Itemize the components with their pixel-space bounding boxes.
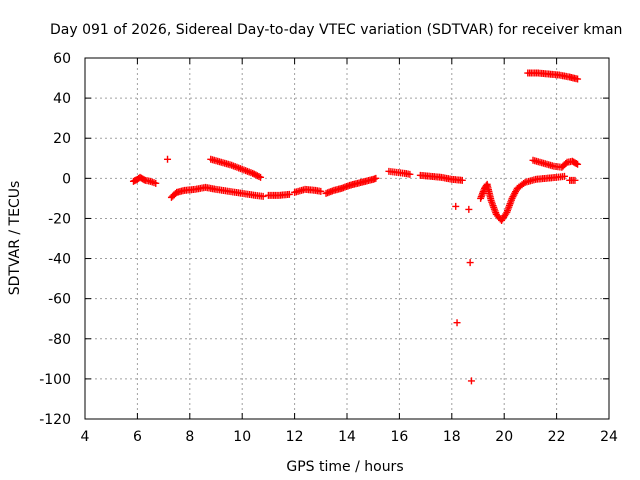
- grid: [85, 58, 609, 419]
- data-point-marker: [140, 176, 148, 184]
- data-point-marker: [406, 170, 414, 178]
- data-point-marker: [259, 192, 267, 200]
- x-tick-label: 16: [390, 429, 408, 445]
- data-point-marker: [467, 377, 475, 385]
- data-point-marker: [560, 172, 568, 180]
- y-tick-label: -120: [39, 412, 71, 428]
- axis-tick-labels: 4 6 8 10 12 14 16 18 20 22 24 -120 -100 -80 -60 -40 -20 0…: [39, 51, 618, 445]
- y-tick-label: 60: [53, 51, 71, 67]
- x-tick-label: 22: [548, 429, 566, 445]
- y-tick-label: -60: [48, 292, 71, 308]
- data-point-marker: [152, 179, 160, 187]
- x-tick-label: 6: [133, 429, 142, 445]
- x-tick-label: 20: [495, 429, 513, 445]
- x-tick-label: 24: [600, 429, 618, 445]
- data-point-marker: [572, 160, 580, 168]
- data-point-marker: [452, 202, 460, 210]
- y-axis-label: SDTVAR / TECUs: [7, 181, 23, 296]
- y-tick-label: 40: [53, 91, 71, 107]
- data-points: [129, 69, 582, 385]
- data-point-marker: [458, 176, 466, 184]
- data-point-marker: [252, 171, 260, 179]
- y-tick-label: -80: [48, 332, 71, 348]
- x-tick-label: 4: [81, 429, 90, 445]
- data-point-marker: [249, 169, 257, 177]
- y-tick-label: 0: [62, 171, 71, 187]
- data-point-marker: [574, 75, 582, 83]
- data-point-marker: [250, 170, 258, 178]
- axis-ticks: [84, 57, 610, 420]
- data-point-marker: [466, 259, 474, 267]
- data-point-marker: [574, 160, 582, 168]
- data-point-marker: [317, 187, 325, 195]
- data-point-marker: [465, 205, 473, 213]
- y-tick-label: 20: [53, 131, 71, 147]
- data-point-marker: [372, 174, 380, 182]
- data-point-marker: [571, 176, 579, 184]
- data-point-marker: [164, 155, 172, 163]
- x-tick-label: 14: [338, 429, 356, 445]
- y-tick-label: -20: [48, 211, 71, 227]
- data-point-marker: [257, 173, 265, 181]
- data-point-marker: [255, 173, 263, 181]
- x-axis-label: GPS time / hours: [286, 459, 403, 475]
- data-point-marker: [453, 319, 461, 327]
- chart-title: Day 091 of 2026, Sidereal Day-to-day VTE…: [50, 22, 622, 38]
- y-tick-label: -40: [48, 252, 71, 268]
- data-point-marker: [562, 160, 570, 168]
- x-tick-label: 18: [443, 429, 461, 445]
- x-tick-label: 8: [185, 429, 194, 445]
- x-tick-label: 12: [286, 429, 304, 445]
- y-tick-label: -100: [39, 372, 71, 388]
- data-point-marker: [253, 172, 261, 180]
- data-point-marker: [285, 190, 293, 198]
- x-tick-label: 10: [233, 429, 251, 445]
